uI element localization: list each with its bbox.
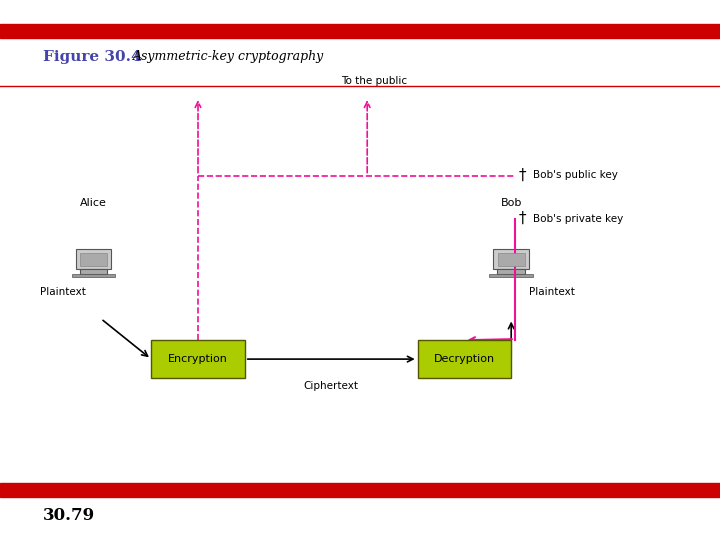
Text: Decryption: Decryption bbox=[434, 354, 495, 364]
Text: 30.79: 30.79 bbox=[43, 507, 95, 524]
Text: †: † bbox=[518, 168, 526, 183]
Text: Asymmetric-key cryptography: Asymmetric-key cryptography bbox=[133, 50, 325, 63]
FancyBboxPatch shape bbox=[80, 253, 107, 266]
Bar bbox=[72, 274, 115, 276]
FancyBboxPatch shape bbox=[151, 340, 245, 378]
Text: To the public: To the public bbox=[341, 76, 408, 86]
FancyBboxPatch shape bbox=[498, 253, 525, 266]
FancyBboxPatch shape bbox=[76, 249, 112, 268]
FancyBboxPatch shape bbox=[493, 249, 529, 268]
Bar bbox=[490, 274, 533, 276]
Bar bbox=[80, 268, 107, 274]
Text: Alice: Alice bbox=[80, 198, 107, 208]
Bar bbox=[0, 24, 720, 38]
Text: Figure 30.4: Figure 30.4 bbox=[43, 50, 142, 64]
Text: †: † bbox=[518, 211, 526, 226]
Text: Plaintext: Plaintext bbox=[40, 287, 86, 296]
Text: Bob: Bob bbox=[500, 198, 522, 208]
Text: Bob's private key: Bob's private key bbox=[533, 214, 623, 224]
Bar bbox=[498, 268, 525, 274]
Text: Plaintext: Plaintext bbox=[529, 287, 575, 296]
Text: Encryption: Encryption bbox=[168, 354, 228, 364]
Bar bbox=[0, 483, 720, 497]
Text: Ciphertext: Ciphertext bbox=[304, 381, 359, 391]
FancyBboxPatch shape bbox=[418, 340, 511, 378]
Text: Bob's public key: Bob's public key bbox=[533, 171, 618, 180]
